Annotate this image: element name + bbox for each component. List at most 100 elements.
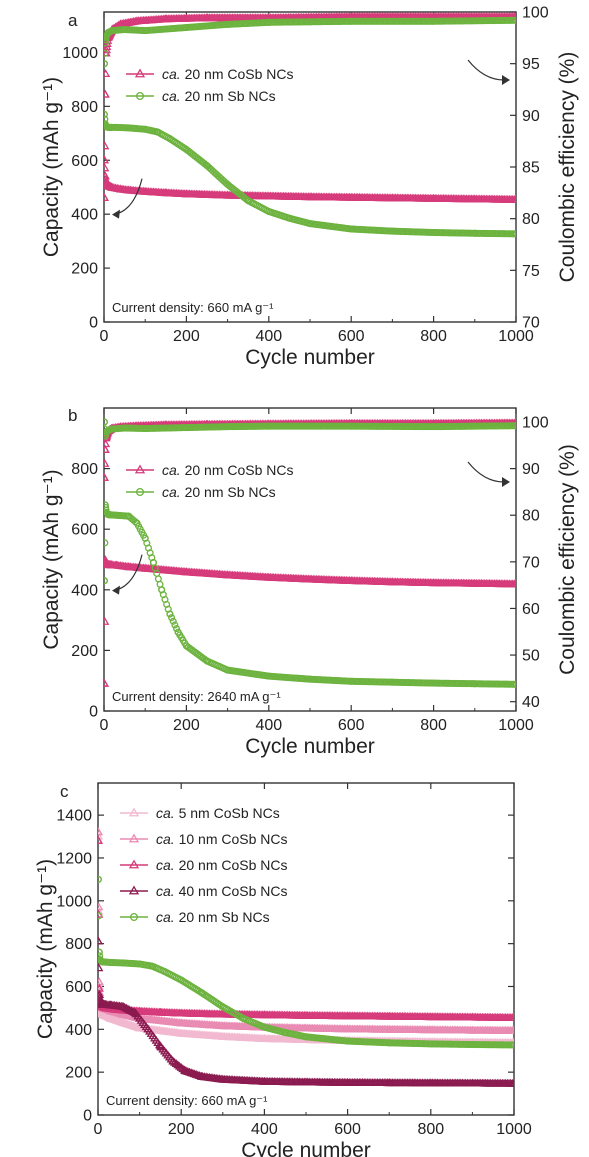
data-point [219,1003,227,1011]
y-tick-label: 1000 [62,45,98,62]
y2-tick-label: 95 [522,56,540,73]
legend-label-text: 20 nm CoSb NCs [181,66,294,82]
data-point [198,989,206,997]
data-point [512,16,516,24]
data-point [344,1037,352,1045]
data-point [98,835,103,844]
data-point [105,1013,116,1022]
data-point [203,162,211,170]
data-point [108,425,116,433]
y2-tick-label: 80 [522,211,540,228]
x-tick-label: 800 [420,328,447,345]
data-point [347,677,355,685]
y2-tick-label: 70 [522,554,540,571]
data-point [301,1023,311,1032]
data-point [98,902,104,911]
current-density-note: Current density: 660 mA g⁻¹ [106,1093,268,1108]
legend-label-text: 20 nm CoSb NCs [175,857,288,873]
data-point [467,1025,477,1034]
data-point [158,586,166,594]
data-point [169,1057,180,1066]
data-point [112,123,120,131]
data-point [182,23,190,32]
legend-marker [128,885,140,895]
data-point [141,27,149,35]
y-tick-label: 0 [89,704,98,721]
data-point [161,967,169,976]
y2-tick-label: 90 [522,461,540,478]
x-tick-label: 1000 [496,1121,532,1138]
data-point [166,135,174,143]
data-point [118,1001,128,1010]
data-point [104,69,111,77]
data-point [385,1039,393,1047]
arrowhead [112,585,120,595]
data-point [125,124,133,132]
data-point [98,958,106,966]
y-tick-label: 800 [71,461,98,478]
data-point [306,220,314,228]
data-point [265,422,273,430]
y-tick-label: 600 [71,522,98,539]
data-point [98,936,103,945]
data-point [98,990,104,999]
legend-label-text: 20 nm Sb NCs [181,88,276,104]
legend-label-text: 40 nm CoSb NCs [175,883,288,899]
data-point [388,227,396,235]
legend-marker [134,68,146,78]
legend-marker [135,487,145,497]
legend-label-italic: ca. [156,805,175,821]
data-point [126,1006,136,1015]
data-point [104,180,113,189]
data-point [176,1028,186,1037]
series-1 [104,501,516,688]
arrowhead [112,209,120,219]
data-point [347,225,355,233]
y-tick-label: 0 [89,315,98,332]
data-point [104,473,109,481]
data-point [104,577,108,585]
data-point [119,959,127,967]
data-point [305,192,315,201]
data-point [430,17,438,25]
data-point [118,1017,128,1026]
legend-label-text: 20 nm Sb NCs [175,909,270,925]
data-point [161,188,171,197]
x-tick-label: 200 [173,328,200,345]
data-point [107,182,117,191]
x-tick-label: 200 [168,1121,195,1138]
x-axis-title: Cycle number [245,735,375,758]
data-point [161,14,171,23]
data-point [426,1012,436,1021]
data-point [510,1041,514,1049]
data-point [125,512,133,520]
data-point [343,1024,353,1033]
current-density-note: Current density: 2640 mA g⁻¹ [112,689,281,704]
data-point [104,439,111,448]
data-point [98,948,103,956]
data-point [512,230,516,238]
data-point [264,572,274,581]
data-point [177,976,185,984]
panel-letter: b [68,406,77,425]
legend-marker [128,807,140,817]
data-point [265,672,273,680]
data-point [174,628,182,636]
data-point [467,1012,477,1021]
data-point [104,428,110,436]
x-tick-label: 400 [251,1121,278,1138]
data-point [98,1009,107,1018]
data-point [224,423,232,431]
x-tick-label: 400 [255,717,282,734]
data-point [136,960,144,968]
data-point [265,18,273,26]
x-tick-label: 200 [173,717,200,734]
data-point [218,1074,228,1083]
data-point [426,1078,436,1087]
current-density-note: Current density: 660 mA g⁻¹ [112,300,274,315]
data-point [306,675,314,683]
data-point [259,1010,269,1019]
data-point [98,827,103,836]
data-point [387,193,397,202]
